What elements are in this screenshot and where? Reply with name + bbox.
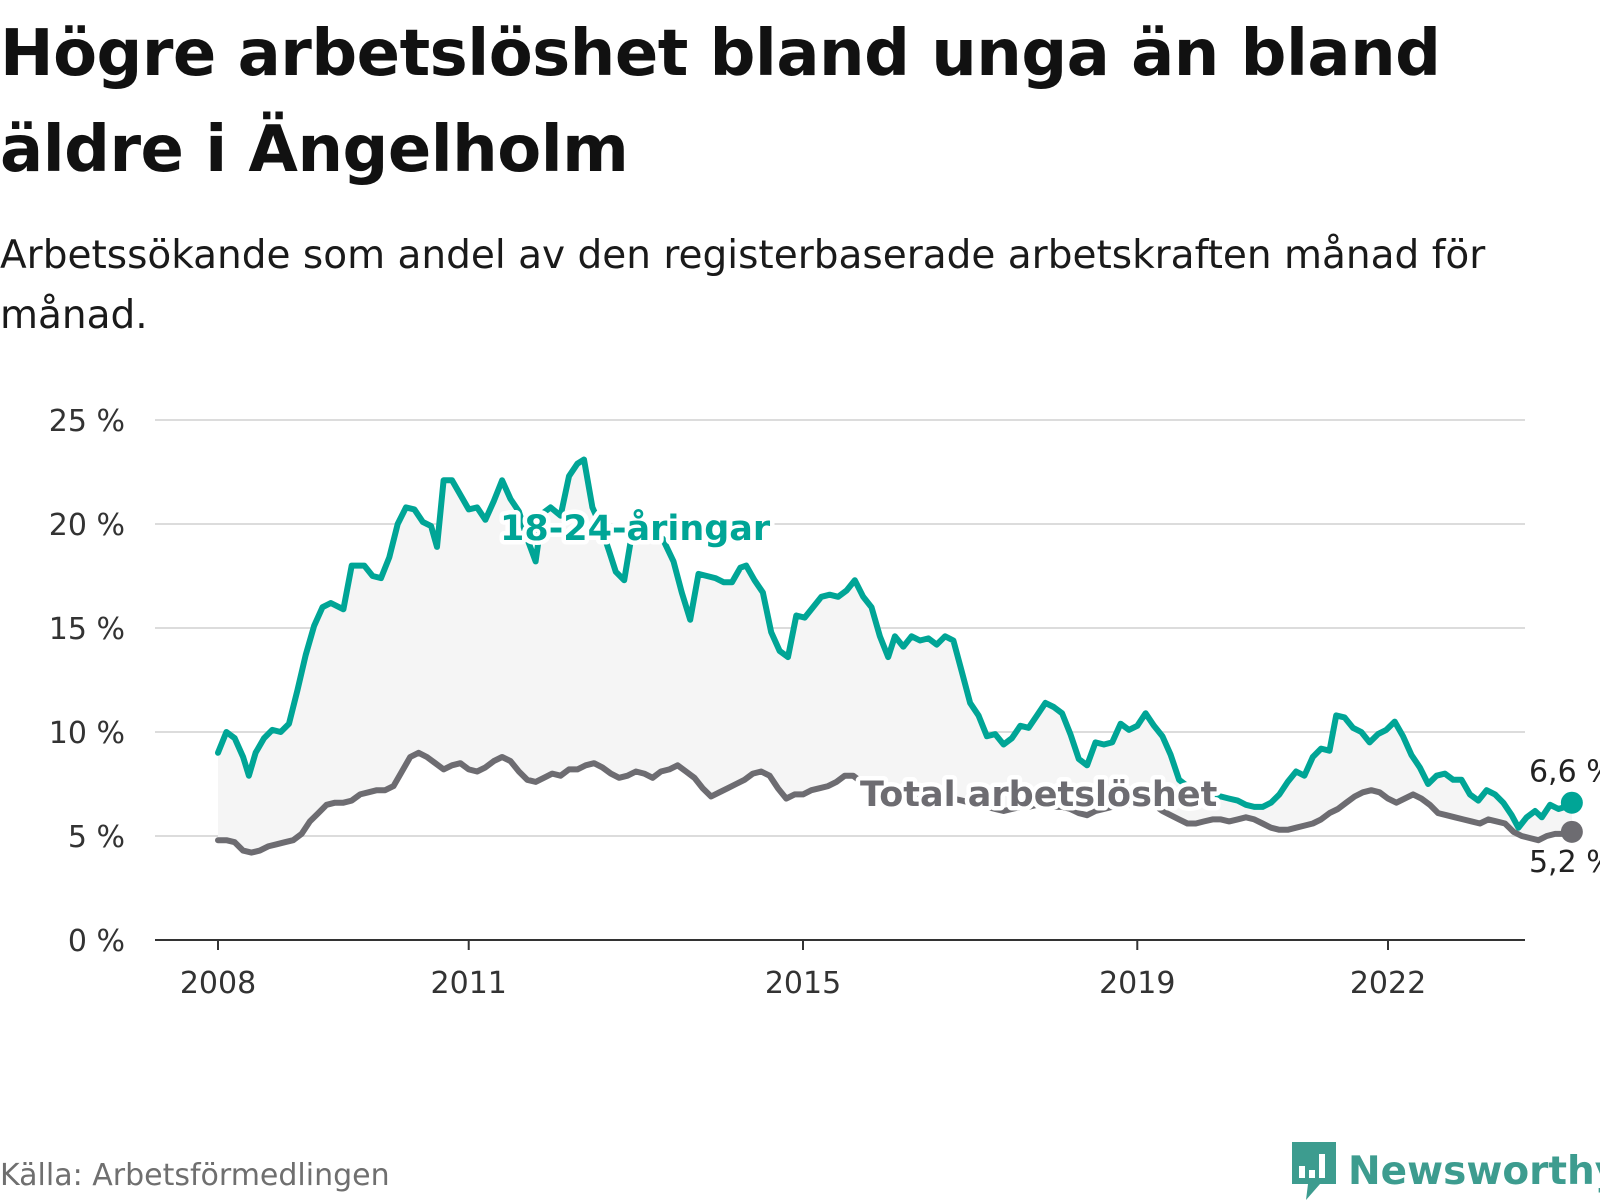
series-label-total: Total arbetslöshet — [860, 775, 1217, 815]
chart-subtitle: Arbetssökande som andel av den registerb… — [0, 233, 1486, 338]
x-axis-tick-labels: 2008 2011 2015 2019 2022 — [180, 966, 1426, 1001]
line-chart: 0 %5 %10 %15 %20 %25 % 2008 2011 2015 2019 2… — [49, 404, 1600, 1001]
newsworthy-bars-icon — [1292, 1142, 1336, 1200]
series-end-markers — [1560, 791, 1583, 843]
end-value-youth: 6,6 % — [1529, 755, 1600, 790]
x-tick-label: 2011 — [431, 966, 507, 1001]
chart-title: Högre arbetslöshet bland unga än bland ä… — [0, 17, 1441, 187]
y-tick-label: 10 % — [49, 716, 125, 751]
end-marker-total — [1560, 820, 1583, 843]
shaded-band — [218, 459, 1572, 853]
x-tick-label: 2019 — [1099, 966, 1175, 1001]
end-marker-youth — [1560, 791, 1583, 814]
y-axis-tick-labels: 0 % 5 % 10 % 15 % 20 % 25 % — [49, 404, 125, 959]
x-axis-ticks — [217, 940, 1389, 950]
y-tick-label: 20 % — [49, 508, 125, 543]
series-lines — [215, 456, 1575, 856]
series-line-total — [215, 749, 1575, 856]
y-tick-label: 15 % — [49, 612, 125, 647]
x-tick-label: 2015 — [765, 966, 841, 1001]
brand-name: Newsworthy — [1348, 1148, 1600, 1194]
source-note: Källa: Arbetsförmedlingen — [0, 1158, 390, 1193]
newsworthy-logo[interactable]: Newsworthy — [1290, 1140, 1600, 1202]
y-tick-label: 5 % — [68, 820, 125, 855]
end-value-total: 5,2 % — [1529, 845, 1600, 880]
y-tick-label: 0 % — [68, 924, 125, 959]
y-tick-label: 25 % — [49, 404, 125, 439]
x-tick-label: 2022 — [1350, 966, 1426, 1001]
series-label-youth: 18-24-åringar — [500, 508, 771, 549]
series-line-youth — [215, 456, 1575, 831]
x-tick-label: 2008 — [180, 966, 256, 1001]
